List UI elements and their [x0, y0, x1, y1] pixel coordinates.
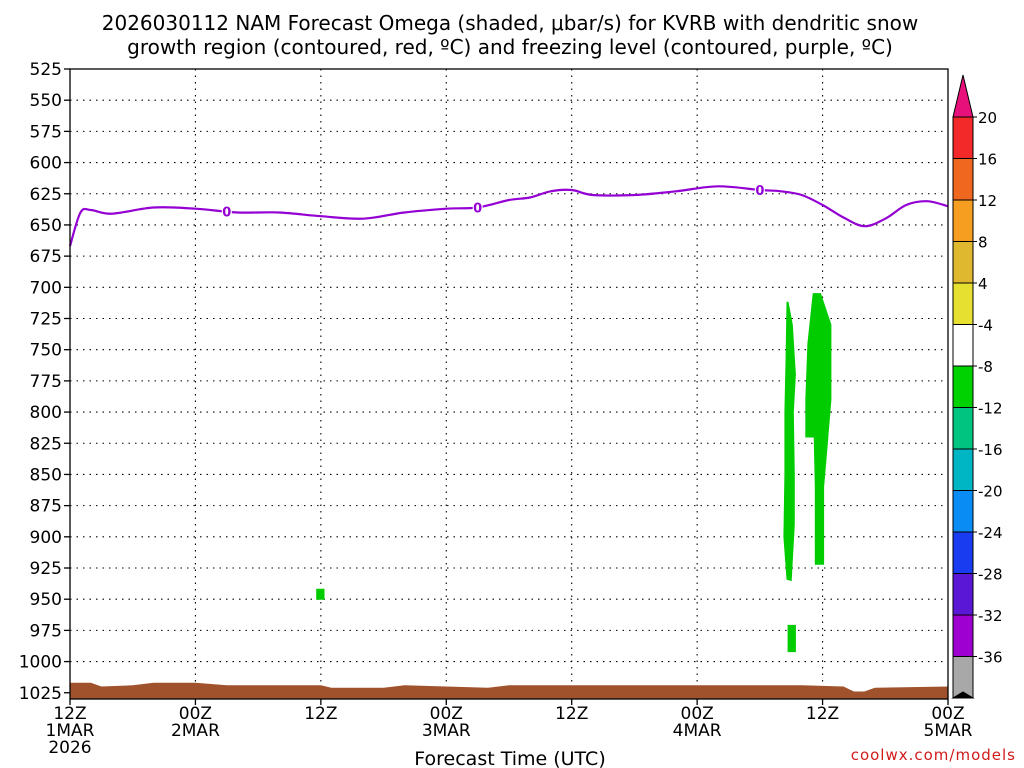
colorbar-label: 8 [978, 234, 988, 252]
colorbar-label: -12 [978, 400, 1003, 418]
chart-subtitle: growth region (contoured, red, ºC) and f… [127, 35, 893, 59]
grid [70, 69, 948, 699]
colorbar-bottom-arrow [951, 691, 975, 699]
y-tick-label: 1000 [19, 653, 62, 673]
colorbar-swatch [952, 116, 974, 159]
x-tick-label: 12Z [555, 704, 588, 724]
omega-region [787, 624, 796, 653]
y-tick-label: 675 [30, 247, 62, 267]
colorbar-label: 4 [978, 275, 988, 293]
colorbar-label: -32 [978, 607, 1003, 625]
y-tick-label: 950 [30, 590, 62, 610]
x-axis-title: Forecast Time (UTC) [414, 748, 605, 768]
plot-background [70, 69, 948, 699]
freezing-level: 0 0 0 [68, 183, 949, 247]
y-tick-label: 600 [30, 154, 62, 174]
colorbar-swatch [952, 241, 974, 284]
y-tick-label: 900 [30, 528, 62, 548]
x-tick-label: 12Z [806, 704, 839, 724]
colorbar-label: 12 [978, 192, 997, 210]
colorbar-label: -16 [978, 441, 1003, 459]
colorbar-swatch [952, 158, 974, 201]
colorbar-top-arrow [952, 74, 974, 118]
y-tick-label: 925 [30, 559, 62, 579]
plot-area: 0 0 0 [68, 68, 949, 700]
colorbar-swatch [952, 614, 974, 657]
colorbar-swatch [952, 407, 974, 450]
y-tick-label: 725 [30, 310, 62, 330]
omega-shading [316, 293, 832, 653]
colorbar-swatch [952, 573, 974, 616]
colorbar-swatch [952, 282, 974, 325]
colorbar-label: -8 [978, 358, 993, 376]
y-axis: 525 550 575 600 625 650 675 700 725 750 775 800 825 8… [19, 60, 70, 704]
y-tick-label: 800 [30, 403, 62, 423]
y-tick-label: 775 [30, 372, 62, 392]
y-tick-label: 750 [30, 341, 62, 361]
colorbar-label: -20 [978, 483, 1003, 501]
freezing-label-bg [754, 183, 765, 198]
freezing-level-label: 0 [755, 184, 764, 199]
y-tick-label: 975 [30, 621, 62, 641]
y-tick-label: 650 [30, 216, 62, 236]
x-tick-label: 12Z [304, 704, 337, 724]
colorbar-label: 16 [978, 151, 997, 169]
y-tick-label: 575 [30, 122, 62, 142]
y-tick-label: 625 [30, 185, 62, 205]
y-tick-label: 550 [30, 91, 62, 111]
plot-frame [69, 68, 949, 700]
colorbar-swatch [952, 365, 974, 408]
y-tick-label: 525 [30, 60, 62, 80]
freezing-level-line [68, 185, 949, 247]
colorbar-label: -36 [978, 649, 1003, 667]
colorbar-swatch [952, 324, 974, 367]
x-axis: 12Z 1MAR 2026 00Z 2MAR 12Z 00Z 3MAR 12Z 00Z 4MAR 12… [46, 699, 973, 758]
colorbar-swatch [952, 199, 974, 242]
omega-region [783, 301, 796, 582]
y-tick-label: 850 [30, 465, 62, 485]
y-tick-label: 700 [30, 278, 62, 298]
y-tick-label: 875 [30, 497, 62, 517]
colorbar-label: -4 [978, 317, 993, 335]
colorbar-swatch [952, 531, 974, 574]
colorbar-swatch [952, 448, 974, 491]
colorbar: 20 16 12 8 4 -4 -8 -12 -16 -20 -24 -28 -32 -36 [951, 74, 1003, 699]
colorbar-swatch [952, 490, 974, 533]
terrain-layer [70, 682, 948, 699]
colorbar-label: -28 [978, 566, 1003, 584]
chart-title: 2026030112 NAM Forecast Omega (shaded, μ… [102, 11, 918, 35]
freezing-label-bg [472, 200, 483, 215]
x-tick-label: 00Z 3MAR [422, 704, 471, 741]
x-tick-label: 00Z 2MAR [171, 704, 220, 741]
x-tick-label: 00Z 5MAR [924, 704, 973, 741]
y-tick-label: 825 [30, 434, 62, 454]
colorbar-label: -24 [978, 524, 1003, 542]
x-tick-label: 12Z 1MAR 2026 [46, 704, 95, 758]
freezing-label-bg [221, 204, 232, 219]
freezing-level-label: 0 [473, 201, 482, 216]
y-tick-label: 1025 [19, 684, 62, 704]
freezing-level-label: 0 [222, 206, 231, 221]
x-tick-label: 00Z 4MAR [673, 704, 722, 741]
omega-region [316, 588, 325, 600]
colorbar-label: 20 [978, 109, 997, 127]
credit-text: coolwx.com/models [851, 746, 1016, 764]
omega-region [805, 293, 832, 565]
terrain-fill [70, 682, 948, 699]
